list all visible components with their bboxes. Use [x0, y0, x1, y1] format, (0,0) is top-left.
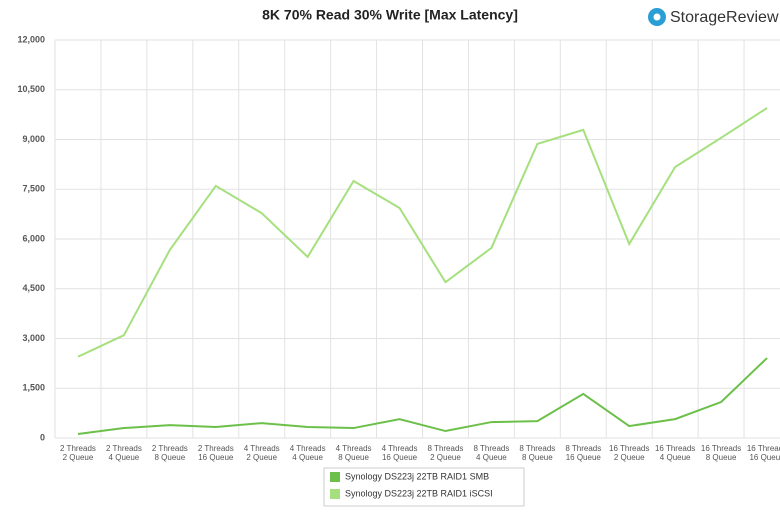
x-tick-label: 8 Threads [565, 444, 601, 453]
x-tick-label: 8 Threads [473, 444, 509, 453]
chart-title: 8K 70% Read 30% Write [Max Latency] [262, 7, 518, 23]
x-tick-label: 8 Queue [706, 453, 737, 462]
x-tick-label: 4 Threads [382, 444, 418, 453]
legend-swatch [330, 489, 340, 499]
x-tick-label: 4 Queue [109, 453, 140, 462]
x-tick-label: 8 Queue [338, 453, 369, 462]
legend-box [323, 467, 525, 507]
x-tick-label: 16 Threads [655, 444, 695, 453]
x-tick-label: 2 Queue [430, 453, 461, 462]
x-tick-label: 8 Queue [154, 453, 185, 462]
x-tick-label: 4 Threads [336, 444, 372, 453]
legend-swatch [330, 472, 340, 482]
series-line [77, 107, 768, 358]
x-tick-label: 2 Queue [246, 453, 277, 462]
x-tick-label: 16 Queue [566, 453, 602, 462]
y-tick-label: 3,000 [22, 333, 45, 343]
y-tick-label: 0 [40, 432, 45, 442]
x-tick-label: 2 Queue [63, 453, 94, 462]
x-tick-label: 4 Threads [290, 444, 326, 453]
x-tick-label: 4 Queue [660, 453, 691, 462]
brand: StorageReview [670, 9, 779, 26]
y-tick-label: 1,500 [22, 383, 45, 393]
x-tick-label: 2 Threads [106, 444, 142, 453]
logo-icon-center [653, 13, 661, 21]
x-tick-label: 2 Queue [614, 453, 645, 462]
x-tick-label: 4 Queue [292, 453, 323, 462]
x-tick-label: 16 Threads [701, 444, 741, 453]
x-tick-label: 4 Queue [476, 453, 507, 462]
y-tick-label: 10,500 [17, 84, 45, 94]
x-tick-label: 8 Queue [522, 453, 553, 462]
y-tick-label: 4,500 [22, 283, 45, 293]
y-tick-label: 12,000 [17, 34, 45, 44]
y-tick-label: 7,500 [22, 184, 45, 194]
x-tick-label: 4 Threads [244, 444, 280, 453]
x-tick-label: 16 Queue [382, 453, 418, 462]
x-tick-label: 16 Queue [198, 453, 234, 462]
x-tick-label: 16 Threads [609, 444, 649, 453]
legend-label: Synology DS223j 22TB RAID1 iSCSI [345, 488, 493, 498]
y-tick-label: 9,000 [22, 134, 45, 144]
x-tick-label: 8 Threads [428, 444, 464, 453]
x-tick-label: 16 Threads [747, 444, 780, 453]
x-tick-label: 2 Threads [198, 444, 234, 453]
x-tick-label: 8 Threads [519, 444, 555, 453]
legend-label: Synology DS223j 22TB RAID1 SMB [345, 471, 489, 481]
x-tick-label: 16 Queue [749, 453, 780, 462]
y-tick-label: 6,000 [22, 233, 45, 243]
series-line [77, 357, 768, 436]
x-tick-label: 2 Threads [152, 444, 188, 453]
x-tick-label: 2 Threads [60, 444, 96, 453]
